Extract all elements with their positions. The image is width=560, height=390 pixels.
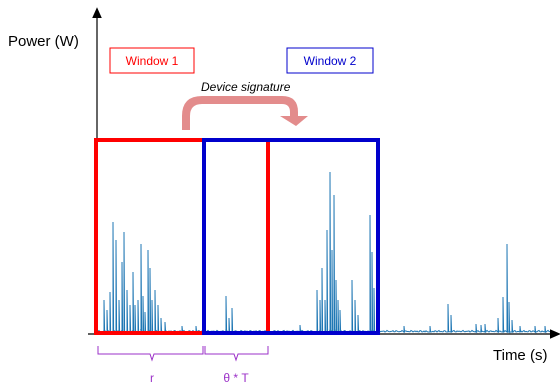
theta-t-brace: [204, 346, 269, 362]
x-axis-title: Time (s): [493, 347, 547, 364]
window-1-label-box: [109, 47, 195, 74]
device-signature-arrow: [182, 96, 308, 130]
window-1-box: [94, 138, 270, 335]
y-axis-title: Power (W): [8, 33, 79, 50]
theta-t-brace-label: θ * T: [223, 371, 249, 385]
window-2-label: Window 2: [304, 54, 357, 68]
window-1-label: Window 1: [126, 54, 179, 68]
r-brace: [97, 346, 204, 362]
device-signature-label: Device signature: [201, 80, 291, 94]
r-brace-label: r: [150, 371, 154, 385]
window-2-label-box: [286, 47, 374, 74]
power-signal-trace: [97, 171, 553, 334]
window-2-box: [202, 138, 380, 335]
